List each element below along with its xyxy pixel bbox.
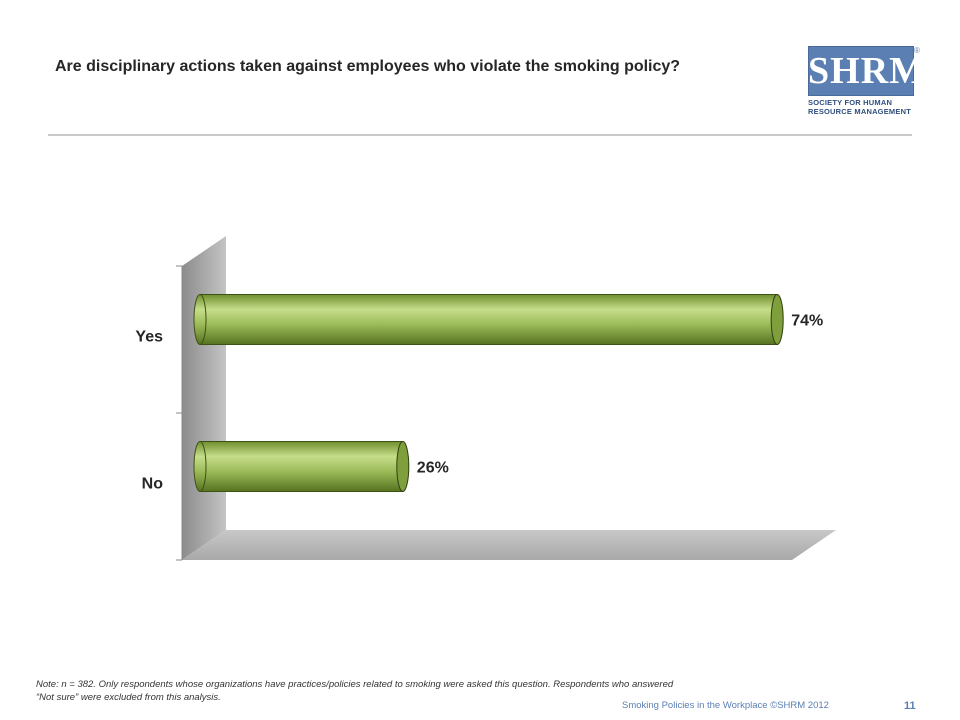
category-label-no: No [142,476,164,493]
category-label-yes: Yes [135,329,163,346]
shrm-logo: SHRM ® SOCIETY FOR HUMAN RESOURCE MANAGE… [808,46,926,134]
data-label-yes: 74% [791,313,823,330]
logo-subtitle: SOCIETY FOR HUMAN RESOURCE MANAGEMENT [808,98,916,116]
bar-end-cap [770,294,784,345]
bar-yes [193,294,784,345]
bar-body [200,294,778,345]
logo-subtitle-line2: RESOURCE MANAGEMENT [808,107,911,116]
footnote-line1: Note: n = 382. Only respondents whose or… [36,679,674,690]
logo-box [808,46,914,96]
logo-subtitle-line1: SOCIETY FOR HUMAN [808,98,893,107]
footnote: Note: n = 382. Only respondents whose or… [36,678,856,704]
footnote-line2: “Not sure” were excluded from this analy… [36,692,221,703]
chart-floor [182,530,836,560]
bar-left-cap [193,441,207,492]
bar-body [200,441,403,492]
title-divider [48,134,912,136]
footer-text: Smoking Policies in the Workplace ©SHRM … [622,700,829,711]
chart-back-wall [182,236,226,560]
slide-title: Are disciplinary actions taken against e… [55,58,681,75]
bar-end-cap [396,441,410,492]
bar-left-cap [193,294,207,345]
data-label-no: 26% [417,460,449,477]
logo-registered-mark: ® [914,46,920,55]
page-number: 11 [904,700,916,712]
bar-no [193,441,410,492]
logo-wordmark: SHRM [808,50,926,92]
